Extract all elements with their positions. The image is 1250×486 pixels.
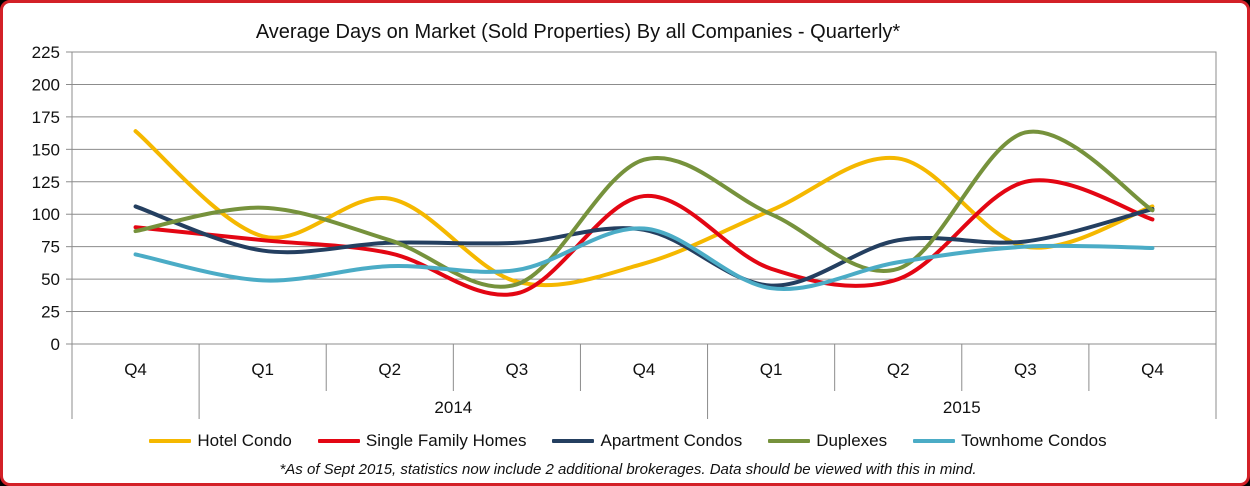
footnote: *As of Sept 2015, statistics now include…: [279, 461, 977, 478]
legend-swatch: [317, 439, 360, 443]
legend-item: Townhome Condos: [913, 431, 1107, 451]
chart-title: Average Days on Market (Sold Properties)…: [255, 21, 901, 43]
legend-swatch: [768, 439, 811, 443]
x-year-label: 2014: [434, 398, 472, 417]
x-year-label: 2015: [943, 398, 981, 417]
y-tick-label: 25: [41, 303, 60, 322]
series-line-duplexes: [133, 129, 1155, 289]
y-tick-label: 50: [41, 270, 60, 289]
line-chart: 0 25 50 75 100 125 150 175 200 225 Q4 Q1 Q2 Q3 Q4 Q1 Q2 Q…: [32, 43, 1217, 419]
legend-swatch: [552, 439, 595, 443]
y-tick-label: 200: [32, 75, 60, 94]
y-tick-label: 125: [32, 173, 60, 192]
legend: Hotel Condo Single Family Homes Apartment …: [3, 431, 1247, 451]
x-tick-label: Q4: [633, 360, 656, 379]
y-tick-label: 100: [32, 205, 60, 224]
x-tick-label: Q2: [378, 360, 401, 379]
legend-item: Duplexes: [768, 431, 887, 451]
x-tick-label: Q3: [1014, 360, 1037, 379]
legend-label: Hotel Condo: [197, 431, 292, 450]
legend-label: Apartment Condos: [600, 431, 743, 450]
y-tick-label: 75: [41, 238, 60, 257]
legend-label: Single Family Homes: [365, 431, 527, 450]
legend-label: Duplexes: [816, 431, 888, 450]
x-tick-label: Q1: [251, 360, 274, 379]
y-tick-label: 175: [32, 108, 60, 127]
y-tick-label: 225: [32, 43, 60, 62]
x-tick-label: Q3: [506, 360, 529, 379]
x-tick-label: Q2: [887, 360, 910, 379]
legend-swatch: [913, 439, 956, 443]
y-tick-label: 0: [51, 335, 60, 354]
series-line-apartment-condos: [133, 204, 1155, 288]
y-tick-label: 150: [32, 140, 60, 159]
legend-swatch: [149, 439, 192, 443]
x-tick-label: Q4: [1141, 360, 1164, 379]
legend-item: Hotel Condo: [149, 431, 292, 451]
x-tick-label: Q1: [760, 360, 783, 379]
series-line-hotel-condo: [133, 129, 1155, 288]
axes: 0 25 50 75 100 125 150 175 200 225 Q4 Q1 Q2 Q3 Q4 Q1 Q2 Q…: [32, 43, 1217, 419]
legend-item: Single Family Homes: [317, 431, 527, 451]
series-lines: [133, 129, 1155, 297]
x-tick-label: Q4: [124, 360, 147, 379]
legend-item: Apartment Condos: [552, 431, 742, 451]
legend-label: Townhome Condos: [961, 431, 1107, 450]
